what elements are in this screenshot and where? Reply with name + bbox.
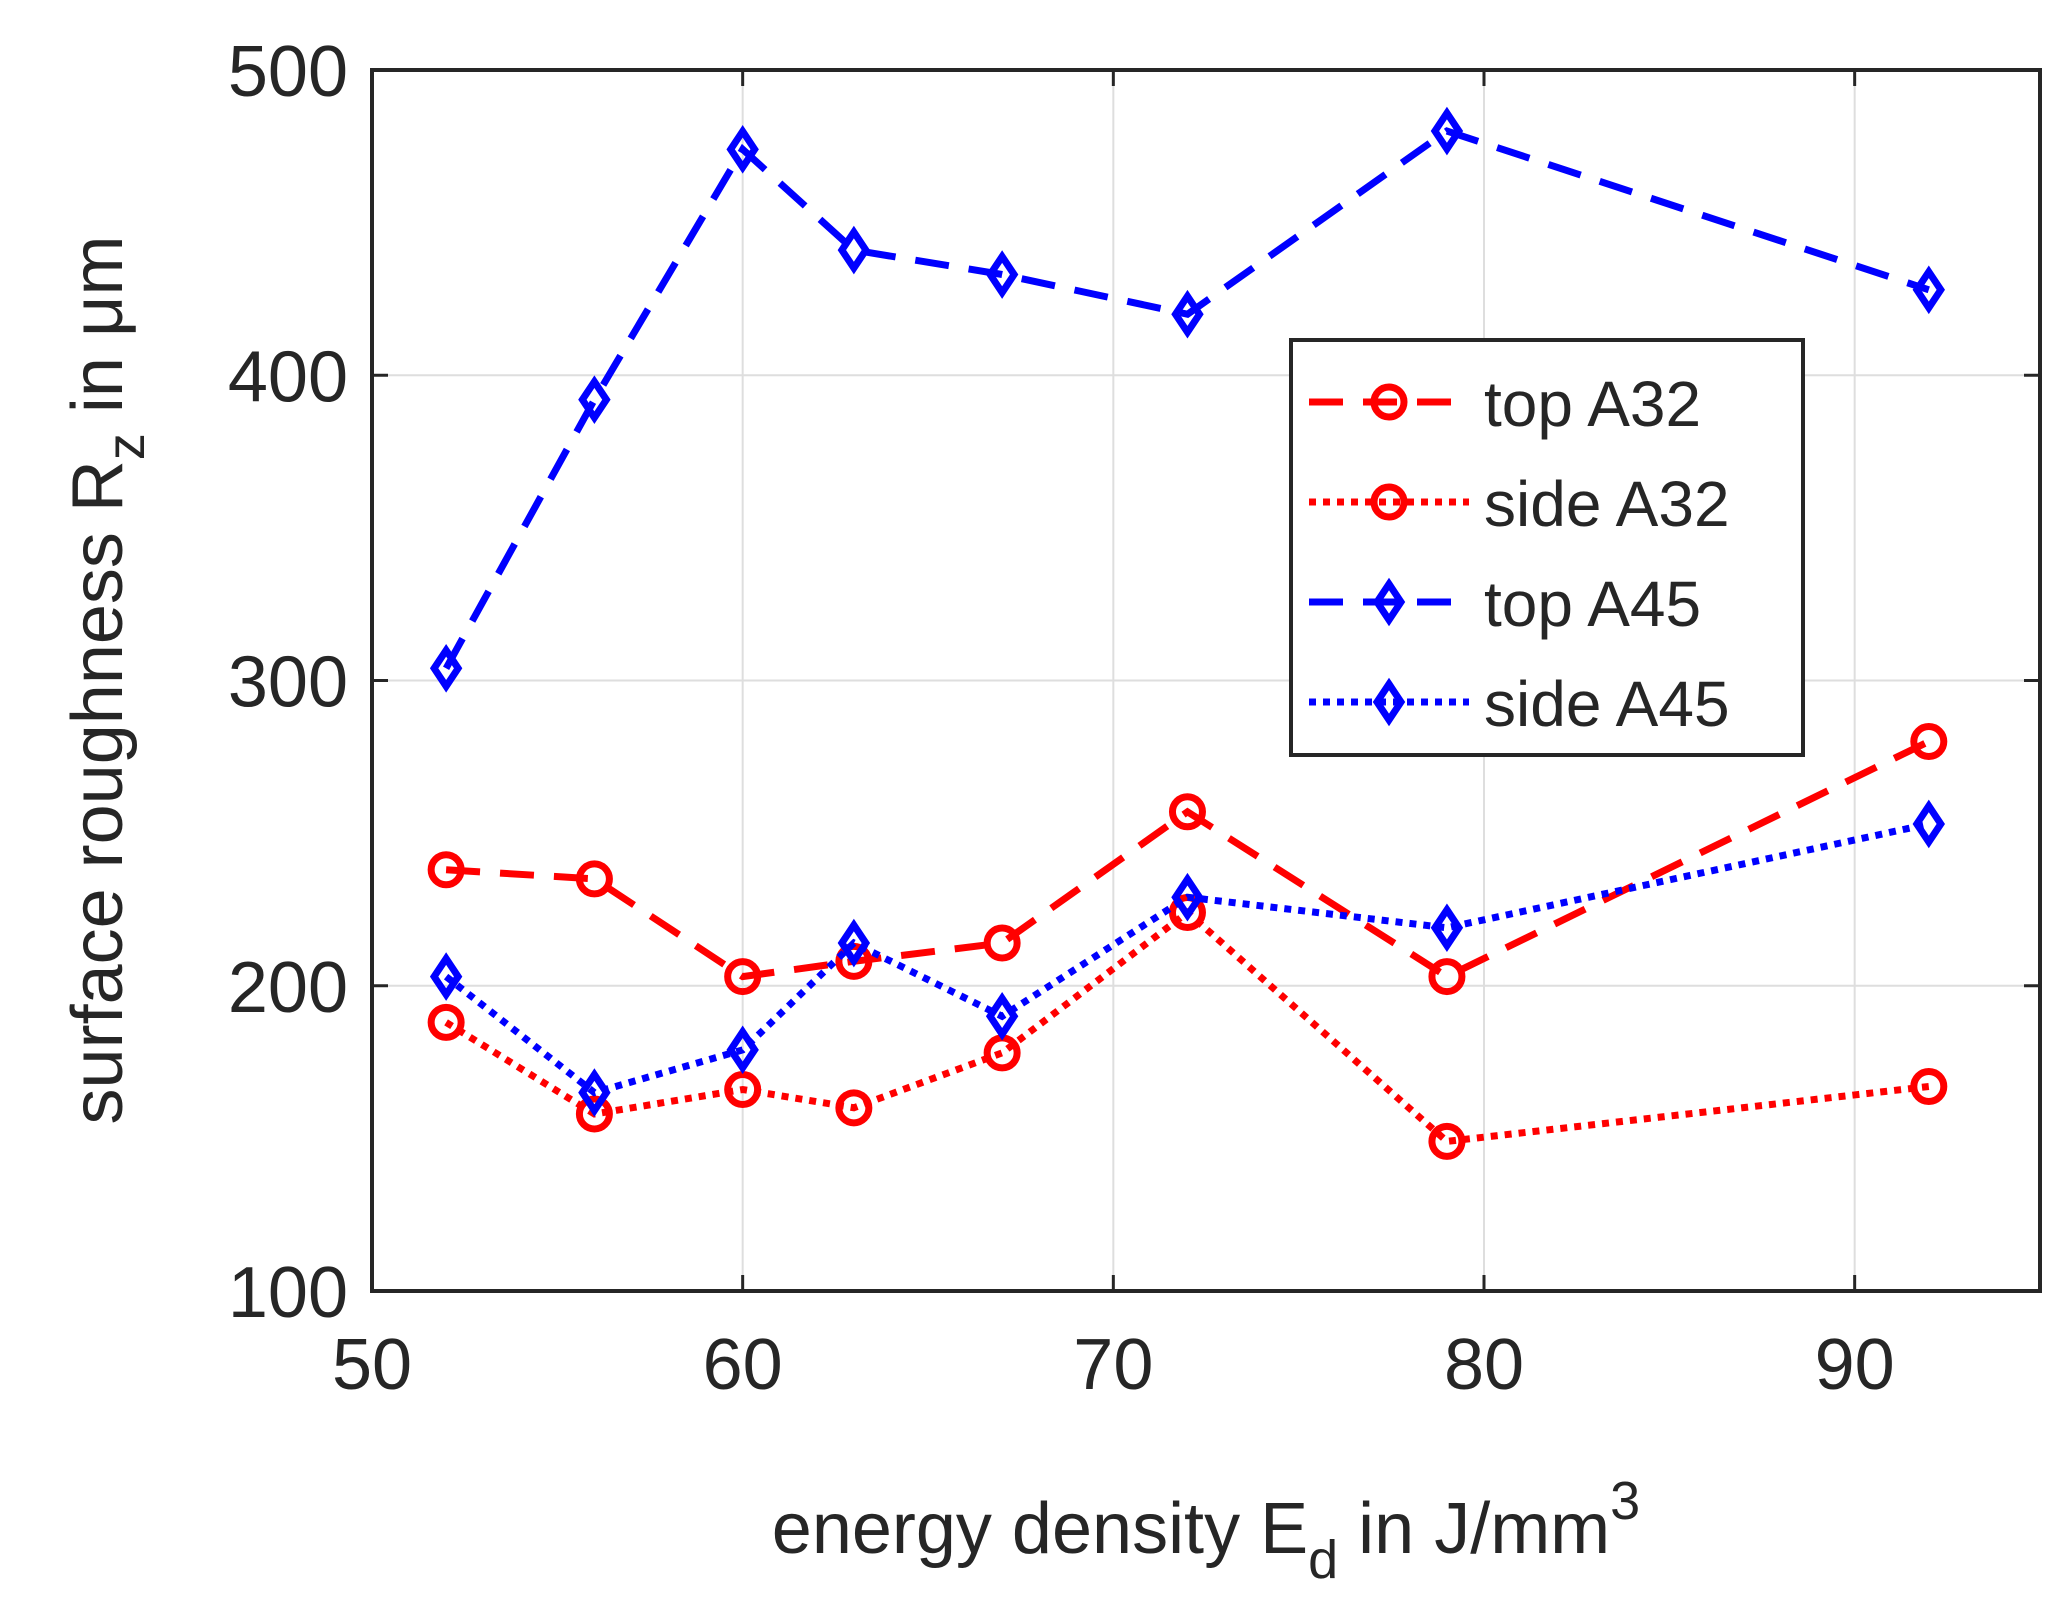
data-point-side-a32 — [724, 1071, 762, 1109]
data-point-side-a32 — [575, 1095, 613, 1133]
y-axis-label-sub: z — [96, 433, 156, 460]
grid — [372, 70, 2040, 1291]
data-point-side-a45 — [578, 1068, 611, 1117]
series-line-top-a45 — [443, 127, 1930, 670]
data-point-side-a45 — [1912, 799, 1946, 849]
x-axis-label-rest: in J/mm — [1338, 1489, 1610, 1569]
x-tick-label: 80 — [1444, 1325, 1524, 1405]
data-point-top-a32 — [427, 851, 465, 889]
y-axis-label-main: surface roughness R — [58, 460, 138, 1124]
data-point-side-a45 — [726, 1025, 759, 1075]
series-top-a32 — [427, 723, 1948, 996]
legend-item-side-a45: side A45 — [1309, 668, 1730, 740]
data-point-top-a45 — [1912, 265, 1946, 315]
y-axis-label-rest: in μm — [58, 236, 138, 434]
x-tick-label: 50 — [332, 1325, 412, 1405]
data-point-side-a32 — [1910, 1067, 1948, 1105]
data-point-top-a45 — [1430, 106, 1464, 156]
data-point-top-a45 — [429, 643, 463, 693]
legend-label: side A45 — [1484, 668, 1730, 740]
legend-swatch-marker — [1372, 577, 1406, 627]
data-point-top-a32 — [1428, 958, 1466, 996]
data-point-side-a32 — [983, 1034, 1021, 1072]
y-tick-label: 500 — [228, 32, 348, 112]
x-tick-label: 90 — [1815, 1325, 1895, 1405]
x-axis-label-sub: d — [1308, 1530, 1338, 1590]
data-point-top-a32 — [983, 924, 1021, 962]
legend-label: top A32 — [1484, 368, 1701, 440]
legend-item-side-a32: side A32 — [1309, 468, 1730, 540]
legend-swatch-marker — [1370, 383, 1408, 421]
data-point-top-a32 — [575, 860, 613, 898]
series-side-a45 — [429, 799, 1946, 1117]
data-point-top-a45 — [578, 375, 611, 424]
series-side-a32 — [427, 893, 1948, 1160]
data-point-top-a45 — [1171, 289, 1204, 339]
x-tick-label: 70 — [1073, 1325, 1153, 1405]
series-line-top-a32 — [445, 738, 1931, 981]
y-tick-label: 200 — [228, 948, 348, 1028]
data-point-top-a32 — [1168, 793, 1206, 831]
y-axis-label: surface roughness Rz in μm — [58, 236, 156, 1125]
data-point-top-a32 — [724, 958, 762, 996]
legend-item-top-a32: top A32 — [1309, 368, 1701, 440]
axis-ticks: 50 60 70 80 90 100 200 300 400 500 — [228, 32, 2040, 1405]
data-point-top-a32 — [1910, 723, 1948, 761]
x-tick-label: 60 — [703, 1325, 783, 1405]
legend-item-top-a45: top A45 — [1309, 568, 1701, 640]
y-tick-label: 100 — [228, 1253, 348, 1333]
legend: top A32 side A32 top A45 side A45 — [1289, 338, 1805, 757]
data-point-side-a45 — [985, 991, 1019, 1041]
x-axis-label-main: energy density E — [772, 1489, 1308, 1569]
y-tick-label: 400 — [228, 337, 348, 417]
data-point-top-a45 — [837, 225, 871, 275]
x-axis-label-sup: 3 — [1610, 1471, 1640, 1531]
series-line-side-a32 — [444, 907, 1930, 1146]
data-point-side-a45 — [1430, 903, 1464, 953]
series-line-side-a45 — [443, 820, 1930, 1097]
data-point-side-a45 — [837, 918, 871, 968]
legend-swatch-marker — [1370, 483, 1408, 521]
legend-label: side A32 — [1484, 468, 1730, 540]
data-point-top-a45 — [726, 125, 759, 174]
data-point-side-a45 — [429, 952, 463, 1001]
legend-label: top A45 — [1484, 568, 1701, 640]
legend-swatch-marker — [1372, 677, 1406, 727]
series-group — [427, 106, 1948, 1160]
data-point-top-a45 — [985, 250, 1019, 299]
series-top-a45 — [429, 106, 1946, 693]
y-tick-label: 300 — [228, 643, 348, 723]
data-point-side-a32 — [835, 1089, 873, 1127]
data-point-side-a32 — [427, 1003, 465, 1041]
data-point-side-a45 — [1171, 872, 1204, 922]
x-axis-label: energy density Ed in J/mm3 — [772, 1471, 1640, 1590]
data-point-side-a32 — [1428, 1122, 1466, 1160]
